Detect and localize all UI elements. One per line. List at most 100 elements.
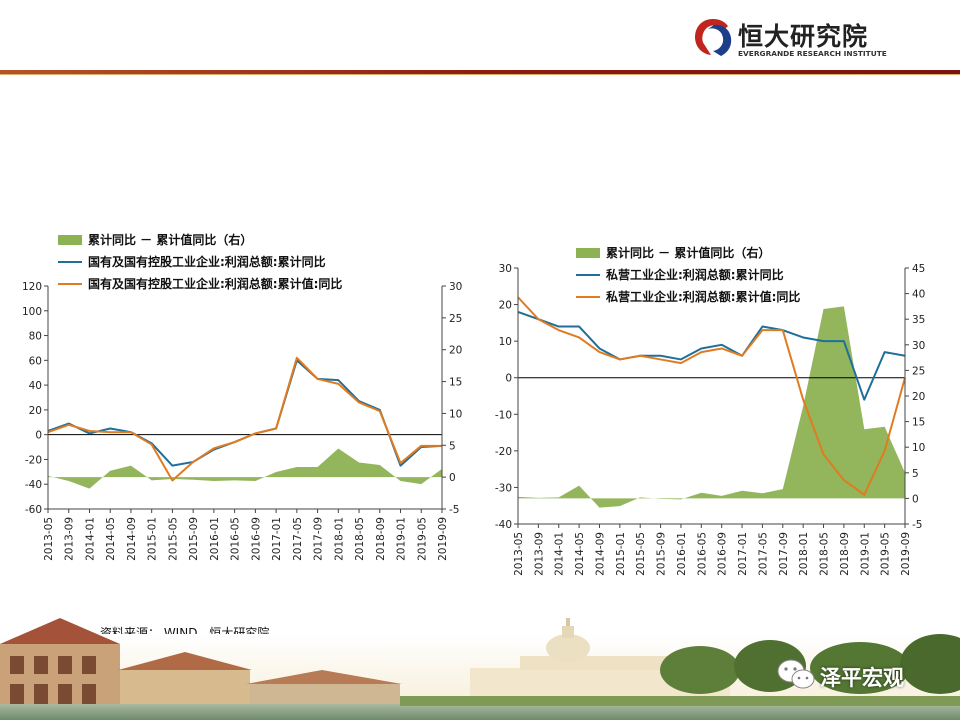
- x-tick-label: 2017-09: [313, 517, 325, 561]
- x-tick-label: 2016-01: [676, 532, 688, 576]
- legend-label: 国有及国有控股工业企业:利润总额:累计值:同比: [88, 276, 342, 291]
- y-left-tick-label: -60: [25, 504, 42, 516]
- y-left-tick-label: -20: [495, 446, 512, 458]
- y-left-tick-label: -10: [495, 409, 512, 421]
- legend-label: 累计同比 － 累计值同比（右）: [88, 232, 252, 247]
- y-left-tick-label: 40: [29, 380, 42, 392]
- wechat-account-name: 泽平宏观: [820, 666, 904, 690]
- x-tick-label: 2017-01: [737, 532, 749, 576]
- y-right-tick-label: 25: [449, 313, 462, 325]
- y-right-tick-label: -5: [449, 504, 459, 516]
- series-area: [518, 306, 905, 508]
- x-tick-label: 2016-09: [717, 532, 729, 576]
- y-left-tick-label: 10: [499, 336, 512, 348]
- x-tick-label: 2014-05: [105, 517, 117, 561]
- y-right-tick-label: 0: [912, 493, 919, 505]
- x-tick-label: 2015-09: [656, 532, 668, 576]
- brand-block: 恒大研究院 EVERGRANDE RESEARCH INSTITUTE: [692, 14, 887, 64]
- header-divider: [0, 70, 960, 74]
- y-right-tick-label: 15: [449, 377, 462, 389]
- legend-label: 国有及国有控股工业企业:利润总额:累计同比: [88, 254, 326, 269]
- legend-swatch-area: [576, 248, 600, 258]
- x-tick-label: 2018-05: [819, 532, 831, 576]
- footer-scenery: [0, 618, 960, 720]
- y-right-tick-label: 15: [912, 417, 925, 429]
- y-left-tick-label: 60: [29, 355, 42, 367]
- x-tick-label: 2014-01: [554, 532, 566, 576]
- y-right-tick-label: 30: [449, 281, 462, 293]
- x-tick-label: 2016-01: [209, 517, 221, 561]
- x-tick-label: 2017-05: [292, 517, 304, 561]
- y-left-tick-label: 120: [22, 281, 42, 293]
- y-right-tick-label: 10: [449, 408, 462, 420]
- y-left-tick-label: 100: [22, 306, 42, 318]
- y-right-tick-label: 45: [912, 263, 925, 275]
- x-tick-label: 2019-01: [396, 517, 408, 561]
- y-left-tick-label: 0: [35, 430, 42, 442]
- chart-private-profit: 累计同比 － 累计值同比（右） 私营工业企业:利润总额:累计同比私营工业企业:利润…: [495, 245, 926, 576]
- x-tick-label: 2017-09: [778, 532, 790, 576]
- legend-label: 累计同比 － 累计值同比（右）: [606, 245, 770, 260]
- y-right-tick-label: 35: [912, 314, 925, 326]
- x-tick-label: 2019-09: [900, 532, 912, 576]
- x-tick-label: 2015-01: [615, 532, 627, 576]
- x-tick-label: 2015-05: [635, 532, 647, 576]
- x-tick-label: 2016-05: [230, 517, 242, 561]
- y-left-tick-label: -40: [495, 519, 512, 531]
- x-tick-label: 2017-01: [271, 517, 283, 561]
- y-right-tick-label: 20: [912, 391, 925, 403]
- x-tick-label: 2019-01: [859, 532, 871, 576]
- y-right-tick-label: 5: [912, 468, 919, 480]
- y-left-tick-label: 20: [29, 405, 42, 417]
- x-tick-label: 2014-05: [574, 532, 586, 576]
- x-tick-label: 2017-05: [757, 532, 769, 576]
- y-left-tick-label: 80: [29, 331, 42, 343]
- x-tick-label: 2013-09: [64, 517, 76, 561]
- series-line: [47, 359, 443, 467]
- series-line: [517, 296, 906, 496]
- x-tick-label: 2018-01: [798, 532, 810, 576]
- x-tick-label: 2018-09: [375, 517, 387, 561]
- y-right-tick-label: 25: [912, 365, 925, 377]
- header-divider-gold: [0, 74, 960, 75]
- y-right-tick-label: 30: [912, 340, 925, 352]
- x-tick-label: 2013-05: [43, 517, 55, 561]
- x-tick-label: 2018-09: [839, 532, 851, 576]
- x-tick-label: 2016-09: [250, 517, 262, 561]
- y-left-tick-label: 20: [499, 300, 512, 312]
- legend-label: 私营工业企业:利润总额:累计值:同比: [605, 289, 800, 304]
- y-right-tick-label: 20: [449, 345, 462, 357]
- x-tick-label: 2019-05: [416, 517, 428, 561]
- x-tick-label: 2015-01: [147, 517, 159, 561]
- brand-name-en: EVERGRANDE RESEARCH INSTITUTE: [738, 49, 887, 58]
- x-tick-label: 2018-05: [354, 517, 366, 561]
- evergrande-logo-icon: [695, 19, 732, 56]
- x-tick-label: 2019-05: [880, 532, 892, 576]
- header: 恒大研究院 EVERGRANDE RESEARCH INSTITUTE: [0, 0, 960, 80]
- legend-swatch-area: [58, 235, 82, 245]
- x-tick-label: 2013-09: [533, 532, 545, 576]
- legend-label: 私营工业企业:利润总额:累计同比: [605, 267, 784, 282]
- series-line: [47, 356, 442, 482]
- y-left-tick-label: -40: [25, 479, 42, 491]
- x-tick-label: 2014-01: [84, 517, 96, 561]
- y-right-tick-label: 40: [912, 289, 925, 301]
- brand-name-cn: 恒大研究院: [738, 22, 869, 51]
- y-left-tick-label: 0: [505, 373, 512, 385]
- x-tick-label: 2014-09: [594, 532, 606, 576]
- wechat-icon: [777, 659, 815, 689]
- y-left-tick-label: -20: [25, 454, 42, 466]
- y-right-tick-label: -5: [912, 519, 922, 531]
- series-area: [48, 448, 442, 489]
- y-left-tick-label: -30: [495, 482, 512, 494]
- x-tick-label: 2019-09: [437, 517, 449, 561]
- y-right-tick-label: 10: [912, 442, 925, 454]
- series-line: [517, 310, 906, 401]
- x-tick-label: 2015-05: [167, 517, 179, 561]
- y-right-tick-label: 0: [449, 472, 456, 484]
- x-tick-label: 2018-01: [333, 517, 345, 561]
- x-tick-label: 2016-05: [696, 532, 708, 576]
- y-left-tick-label: 30: [499, 263, 512, 275]
- chart-soe-profit: 累计同比 － 累计值同比（右） 国有及国有控股工业企业:利润总额:累计同比国有及国…: [22, 232, 462, 561]
- wechat-watermark: 泽平宏观: [776, 656, 946, 696]
